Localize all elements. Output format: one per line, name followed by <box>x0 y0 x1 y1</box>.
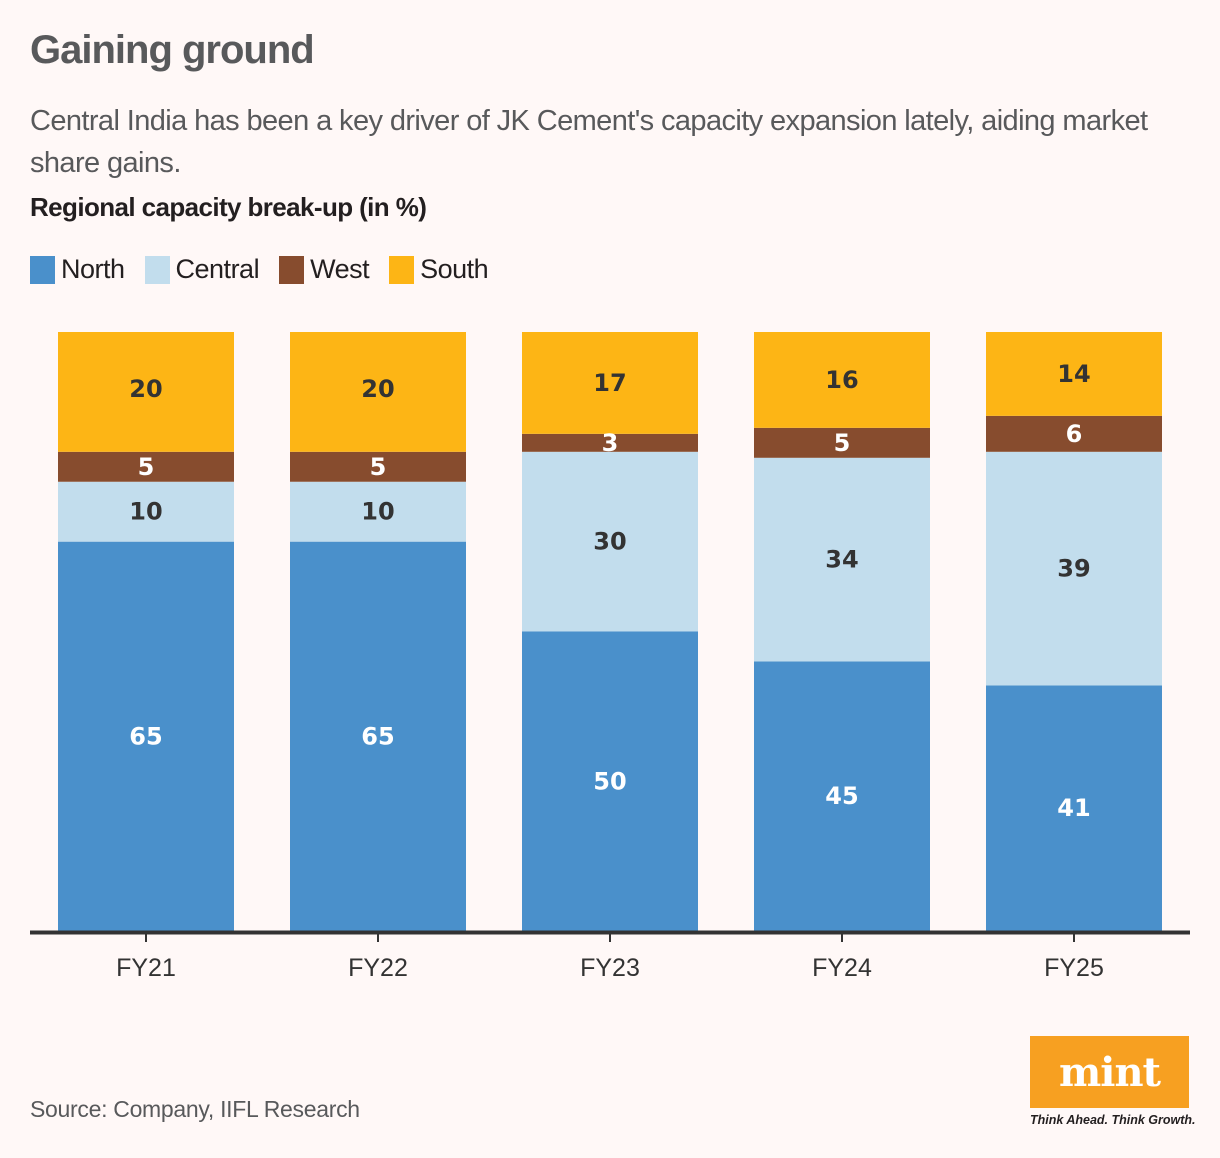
value-label-central-fy22: 10 <box>361 498 394 526</box>
bar-stack-fy21 <box>58 332 234 931</box>
bar-segment-central-fy24 <box>754 457 930 662</box>
x-tick-label-fy23: FY23 <box>580 954 640 982</box>
legend-item-west: West <box>279 254 370 285</box>
bar-segment-west-fy23 <box>522 433 698 452</box>
chart-headline: Gaining ground <box>30 28 315 72</box>
bar-segment-north-fy24 <box>754 661 930 931</box>
source-note: Source: Company, IIFL Research <box>30 1096 360 1122</box>
bar-segment-south-fy25 <box>986 332 1162 416</box>
value-label-central-fy21: 10 <box>129 498 162 526</box>
x-tick-label-fy24: FY24 <box>812 954 872 982</box>
bar-stack-fy24 <box>754 332 930 931</box>
bar-stack-fy25 <box>986 332 1162 931</box>
bar-segment-central-fy23 <box>522 451 698 632</box>
legend-swatch-south <box>389 255 415 284</box>
legend-label-central: Central <box>175 254 260 284</box>
bar-segment-south-fy21 <box>58 332 234 452</box>
legend-label-north: North <box>61 254 125 284</box>
chart-title: Regional capacity break-up (in %) <box>30 192 427 222</box>
value-label-central-fy25: 39 <box>1057 555 1090 583</box>
value-label-north-fy21: 65 <box>129 722 162 750</box>
bar-segment-west-fy22 <box>290 451 466 482</box>
value-label-central-fy23: 30 <box>593 528 626 556</box>
legend-swatch-central <box>144 255 170 284</box>
bar-segment-north-fy22 <box>290 541 466 931</box>
value-label-west-fy22: 5 <box>370 453 387 481</box>
value-label-south-fy25: 14 <box>1057 360 1090 388</box>
legend-item-north: North <box>30 254 125 285</box>
value-label-south-fy21: 20 <box>129 375 162 403</box>
value-label-south-fy22: 20 <box>361 375 394 403</box>
bar-segment-central-fy25 <box>986 451 1162 686</box>
value-label-west-fy24: 5 <box>834 429 851 457</box>
x-tick-label-fy21: FY21 <box>116 954 176 982</box>
bar-stack-fy22 <box>290 332 466 931</box>
bar-segment-north-fy23 <box>522 631 698 931</box>
value-label-south-fy23: 17 <box>593 369 626 397</box>
x-tick-label-fy22: FY22 <box>348 954 408 982</box>
bar-segment-west-fy25 <box>986 415 1162 452</box>
legend: North Central West South <box>30 254 508 285</box>
legend-label-west: West <box>310 254 370 284</box>
mint-logo: mint <box>1030 1036 1189 1108</box>
legend-item-central: Central <box>144 254 260 285</box>
bar-segment-central-fy22 <box>290 481 466 542</box>
legend-swatch-north <box>30 255 55 284</box>
bar-segment-north-fy21 <box>58 541 234 931</box>
legend-label-south: South <box>420 254 489 284</box>
bar-segment-west-fy21 <box>58 451 234 482</box>
value-label-central-fy24: 34 <box>825 546 858 574</box>
value-label-north-fy24: 45 <box>825 782 858 810</box>
value-label-south-fy24: 16 <box>825 366 858 394</box>
value-label-west-fy23: 3 <box>602 429 619 457</box>
chart-subtitle: Central India has been a key driver of J… <box>30 105 1148 179</box>
bar-segment-west-fy24 <box>754 427 930 458</box>
bar-segment-central-fy21 <box>58 481 234 542</box>
bar-stack-fy23 <box>522 332 698 931</box>
x-tick-label-fy25: FY25 <box>1044 954 1104 982</box>
value-label-west-fy25: 6 <box>1066 420 1083 448</box>
value-label-north-fy23: 50 <box>593 767 626 795</box>
value-label-north-fy22: 65 <box>361 722 394 750</box>
value-label-west-fy21: 5 <box>138 453 155 481</box>
mint-tagline: Think Ahead. Think Growth. <box>1030 1113 1196 1127</box>
value-label-north-fy25: 41 <box>1057 794 1090 822</box>
bar-segment-south-fy22 <box>290 332 466 452</box>
legend-item-south: South <box>389 254 489 285</box>
mint-logo-text: mint <box>1058 1048 1161 1096</box>
bar-segment-south-fy23 <box>522 332 698 434</box>
bar-segment-north-fy25 <box>986 685 1162 931</box>
bar-segment-south-fy24 <box>754 332 930 428</box>
legend-swatch-west <box>279 255 305 284</box>
